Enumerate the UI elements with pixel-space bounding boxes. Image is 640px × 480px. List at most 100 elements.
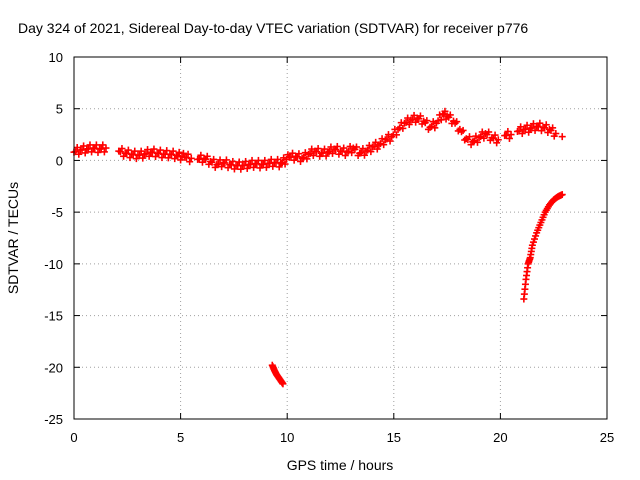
recovery-segment-point xyxy=(524,264,532,272)
main-track-point xyxy=(254,156,262,164)
main-track-point xyxy=(242,157,250,165)
recovery-segment-point xyxy=(540,211,548,219)
main-track-point xyxy=(234,162,242,170)
y-tick-label: -25 xyxy=(44,412,63,427)
main-track-point xyxy=(404,114,412,122)
main-track-point xyxy=(184,150,192,158)
main-track-point xyxy=(132,155,140,163)
main-track-point xyxy=(86,141,94,149)
main-track-point xyxy=(203,152,211,160)
x-tick-label: 10 xyxy=(280,430,294,445)
main-track-point xyxy=(542,121,550,129)
main-track-point xyxy=(423,117,431,125)
main-track-point xyxy=(558,133,566,141)
main-track-point xyxy=(399,124,407,132)
main-track-point xyxy=(391,125,399,133)
main-track-point xyxy=(137,147,145,155)
main-track-point xyxy=(536,119,544,127)
main-track-point xyxy=(156,146,164,154)
plot-area-border xyxy=(73,56,608,420)
y-axis-label: SDTVAR / TECUs xyxy=(5,182,21,294)
main-track-point xyxy=(473,138,481,146)
main-track-point xyxy=(145,152,153,160)
recovery-segment-point xyxy=(532,232,540,240)
main-track-point xyxy=(248,156,256,164)
grid-lines xyxy=(74,57,607,419)
main-track-point xyxy=(174,152,182,160)
main-track-point xyxy=(367,148,375,156)
main-track-point xyxy=(229,157,237,165)
main-track-point xyxy=(333,142,341,150)
main-track-point xyxy=(478,128,486,136)
main-track-point xyxy=(303,155,311,163)
main-track-point xyxy=(131,147,139,155)
main-track-point xyxy=(431,124,439,132)
y-tick-label: 5 xyxy=(56,102,63,117)
main-track-point xyxy=(269,162,277,170)
main-track-point xyxy=(186,158,194,166)
main-track-point xyxy=(373,145,381,153)
main-track-point xyxy=(99,141,107,149)
main-track-point xyxy=(386,137,394,145)
main-track-point xyxy=(100,148,108,156)
main-track-point xyxy=(75,150,83,158)
main-track-point xyxy=(179,149,187,157)
main-track-point xyxy=(446,111,454,119)
main-track-point xyxy=(150,145,158,153)
main-track-point xyxy=(346,142,354,150)
main-track-point xyxy=(237,165,245,173)
main-track-point xyxy=(550,132,558,140)
main-track-point xyxy=(316,152,324,160)
y-tick-label: -20 xyxy=(44,360,63,375)
main-track-point xyxy=(410,111,418,119)
main-track-point xyxy=(161,150,169,158)
main-track-point xyxy=(480,134,488,142)
main-track-point xyxy=(88,148,96,156)
main-track-point xyxy=(372,138,380,146)
main-track-point xyxy=(416,112,424,120)
x-tick-label: 20 xyxy=(493,430,507,445)
x-tick-label: 5 xyxy=(177,430,184,445)
main-track-point xyxy=(523,121,531,129)
main-track-point xyxy=(529,120,537,128)
axes: 0 5 10 15 20 25 -25 -20 -15 -10 -5 0 5 10 xyxy=(44,50,614,445)
main-track-point xyxy=(308,145,316,153)
main-track-point xyxy=(262,163,270,171)
main-track-point xyxy=(281,160,289,168)
main-track-point xyxy=(80,142,88,150)
main-track-point xyxy=(197,151,205,159)
main-track-point xyxy=(256,164,264,172)
main-track-point xyxy=(289,149,297,157)
main-track-point xyxy=(218,163,226,171)
main-track-point xyxy=(139,154,147,162)
main-track-point xyxy=(365,141,373,149)
main-track-point xyxy=(94,148,102,156)
main-track-point xyxy=(81,149,89,157)
main-track-point xyxy=(314,145,322,153)
y-tick-label: -5 xyxy=(51,205,63,220)
main-track-point xyxy=(352,143,360,151)
recovery-segment-point xyxy=(521,280,529,288)
x-axis-label: GPS time / hours xyxy=(287,457,394,473)
main-track-point xyxy=(549,124,557,132)
main-track-point xyxy=(267,155,275,163)
main-track-point xyxy=(177,156,185,164)
main-track-point xyxy=(329,149,337,157)
main-track-point xyxy=(124,146,132,154)
main-track-point xyxy=(210,155,218,163)
main-track-point xyxy=(73,144,81,151)
main-track-point xyxy=(164,154,172,162)
main-track-point xyxy=(274,155,282,163)
main-track-point xyxy=(380,141,388,149)
main-track-point xyxy=(392,131,400,139)
main-track-point xyxy=(359,145,367,153)
main-track-point xyxy=(261,156,269,164)
main-track-point xyxy=(376,140,384,148)
main-track-point xyxy=(321,145,329,153)
x-tick-label: 15 xyxy=(387,430,401,445)
recovery-segment-point xyxy=(557,191,565,199)
main-track-point xyxy=(282,155,290,163)
main-track-point xyxy=(525,128,533,136)
main-track-point xyxy=(340,144,348,152)
main-track-point xyxy=(216,156,224,164)
